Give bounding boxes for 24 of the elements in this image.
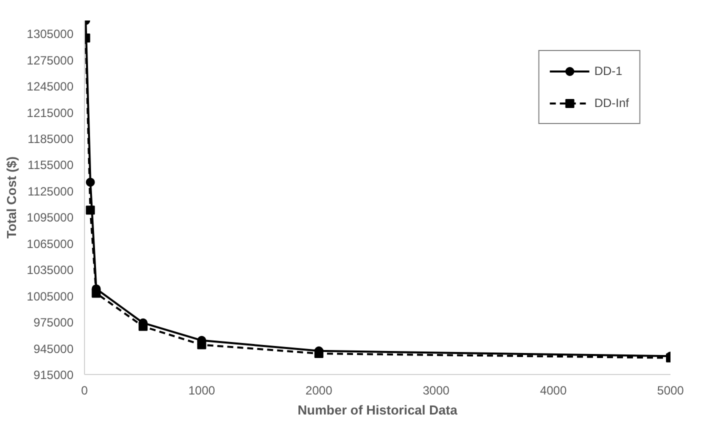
y-tick-label: 1065000: [26, 236, 74, 251]
x-tick-label: 5000: [657, 384, 684, 398]
y-tick-label: 1155000: [28, 158, 74, 172]
y-tick-label: 975000: [33, 316, 74, 330]
y-tick-label: 1095000: [26, 210, 74, 225]
y-tick-label: 1305000: [26, 27, 74, 42]
legend-label: DD-1: [594, 64, 622, 78]
x-tick-label: 4000: [540, 384, 567, 398]
y-axis-title: Total Cost ($): [4, 156, 19, 239]
y-tick-label: 945000: [33, 342, 74, 356]
x-axis-title: Number of Historical Data: [298, 402, 458, 418]
x-tick-label: 3000: [422, 384, 450, 398]
x-tick-label: 1000: [188, 384, 216, 398]
y-tick-label: 1125000: [28, 184, 74, 198]
y-tick-label: 915000: [33, 368, 74, 382]
legend-label: DD-Inf: [594, 96, 629, 110]
y-tick-label: 1005000: [26, 289, 74, 304]
y-tick-label: 1275000: [26, 53, 74, 68]
y-tick-label: 1245000: [26, 80, 74, 94]
y-tick-label: 1185000: [28, 132, 74, 146]
x-tick-label: 2000: [306, 384, 333, 398]
y-tick-label: 1215000: [26, 106, 74, 120]
x-tick-label: 0: [81, 384, 88, 398]
y-tick-label: 1035000: [26, 263, 74, 278]
